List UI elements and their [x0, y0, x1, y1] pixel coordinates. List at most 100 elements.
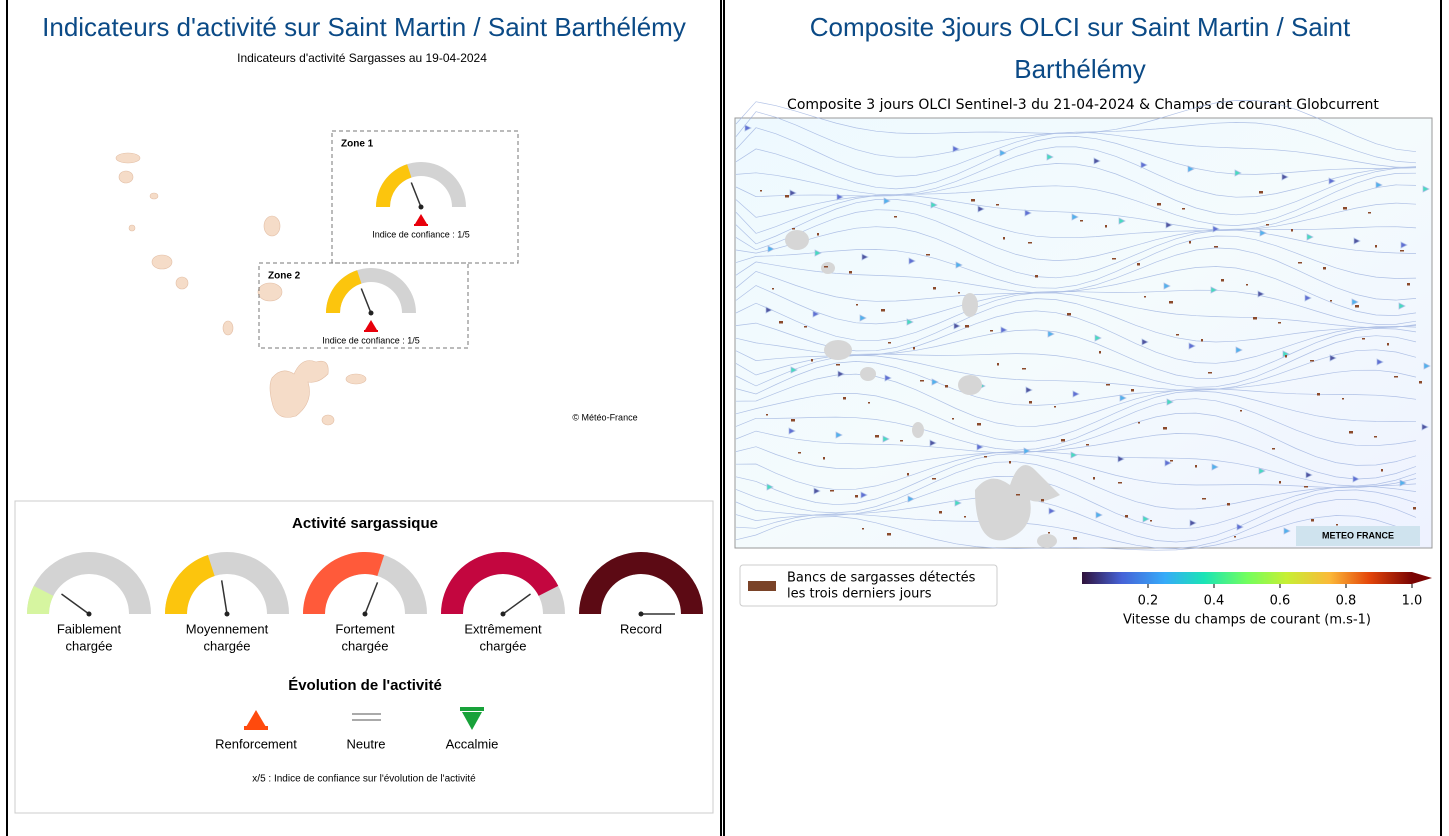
- patch: [1330, 300, 1332, 302]
- patch: [1073, 537, 1077, 540]
- gauge-pivot: [363, 612, 368, 617]
- colorbar-label: Vitesse du champs de courant (m.s-1): [1123, 613, 1371, 628]
- patch: [1170, 460, 1173, 462]
- patch: [1349, 431, 1353, 434]
- legend-text: Bancs de sargasses détectés: [787, 571, 976, 586]
- evolution-label: Neutre: [346, 736, 385, 751]
- patch: [1272, 448, 1275, 450]
- patch: [1214, 246, 1218, 248]
- patch: [1093, 477, 1095, 480]
- colorbar-tick-label: 1.0: [1402, 594, 1423, 609]
- patch: [1157, 203, 1161, 206]
- patch: [1137, 263, 1140, 266]
- patch: [1234, 536, 1236, 538]
- patch: [1086, 444, 1089, 446]
- gauge-fill: [376, 164, 411, 207]
- patch: [907, 473, 909, 476]
- patch: [766, 414, 768, 416]
- zone-confidence: Indice de confiance : 1/5: [372, 229, 470, 239]
- level-label: chargée: [66, 638, 113, 653]
- level-label: Fortement: [335, 621, 395, 636]
- patch: [939, 511, 942, 514]
- colorbar-tick-label: 0.4: [1204, 594, 1225, 609]
- patch: [792, 228, 795, 230]
- patch: [965, 325, 969, 328]
- evolution-label: Renforcement: [215, 736, 297, 751]
- patch: [996, 204, 999, 206]
- patch: [1163, 427, 1167, 430]
- patch: [1041, 499, 1044, 502]
- patch: [1176, 334, 1179, 336]
- colorbar: [1082, 572, 1412, 584]
- patch: [1028, 242, 1032, 244]
- trend-icon: [415, 214, 427, 224]
- patch: [1150, 520, 1152, 522]
- patch: [1387, 343, 1389, 346]
- patch: [1246, 284, 1248, 286]
- legend-title: Activité sargassique: [292, 515, 438, 532]
- patch: [1304, 486, 1308, 488]
- patch: [964, 516, 966, 518]
- patch: [836, 364, 840, 366]
- patch: [1125, 515, 1128, 518]
- patch: [920, 380, 924, 382]
- gauge-needle: [411, 183, 421, 207]
- patch: [791, 419, 795, 422]
- patch: [913, 347, 915, 350]
- trend-icon: [365, 320, 377, 330]
- patch: [824, 266, 828, 268]
- patch: [1118, 482, 1122, 484]
- patch: [932, 478, 936, 480]
- patch: [894, 216, 897, 218]
- patch: [933, 287, 936, 290]
- patch: [1400, 250, 1404, 252]
- patch: [888, 342, 891, 344]
- patch: [1202, 498, 1206, 500]
- patch: [855, 495, 858, 498]
- patch: [1208, 372, 1212, 374]
- patch: [1022, 368, 1026, 370]
- patch: [856, 304, 858, 306]
- patch: [1285, 355, 1287, 358]
- patch: [779, 321, 783, 324]
- patch: [849, 271, 852, 274]
- evolution-title: Évolution de l'activité: [288, 677, 442, 694]
- patch: [1342, 398, 1344, 400]
- patch: [1413, 507, 1416, 510]
- islands: [116, 153, 366, 425]
- patch: [823, 457, 825, 460]
- patch: [926, 254, 930, 256]
- patch: [1029, 401, 1032, 404]
- patch: [804, 326, 807, 328]
- colorbar-tick-label: 0.6: [1270, 594, 1291, 609]
- zone-confidence: Indice de confiance : 1/5: [322, 335, 420, 345]
- patch: [945, 385, 948, 388]
- level-label: chargée: [342, 638, 389, 653]
- patch: [1067, 313, 1071, 316]
- patch: [1310, 360, 1314, 362]
- patch: [1138, 422, 1140, 424]
- zone-name: Zone 1: [341, 139, 374, 150]
- patch: [1323, 267, 1326, 270]
- legend-swatch: [748, 581, 776, 591]
- patch: [1317, 393, 1320, 396]
- icon-decrease: [460, 707, 484, 711]
- patch: [958, 292, 960, 294]
- gauge-pivot: [225, 612, 230, 617]
- patch: [772, 288, 774, 290]
- credit: © Météo-France: [572, 412, 637, 422]
- gauge-pivot: [369, 311, 374, 316]
- trend-icon: [414, 224, 428, 226]
- patch: [997, 363, 999, 366]
- legend-note: x/5 : Indice de confiance sur l'évolutio…: [252, 774, 476, 785]
- patch: [1336, 524, 1338, 526]
- patch: [1381, 469, 1383, 472]
- patch: [785, 195, 789, 198]
- patch: [1182, 208, 1185, 210]
- patch: [1035, 275, 1038, 278]
- colorbar-tick-label: 0.8: [1336, 594, 1357, 609]
- patch: [1221, 279, 1224, 282]
- patch: [1259, 191, 1263, 194]
- gauge-pivot: [639, 612, 644, 617]
- patch: [875, 435, 879, 438]
